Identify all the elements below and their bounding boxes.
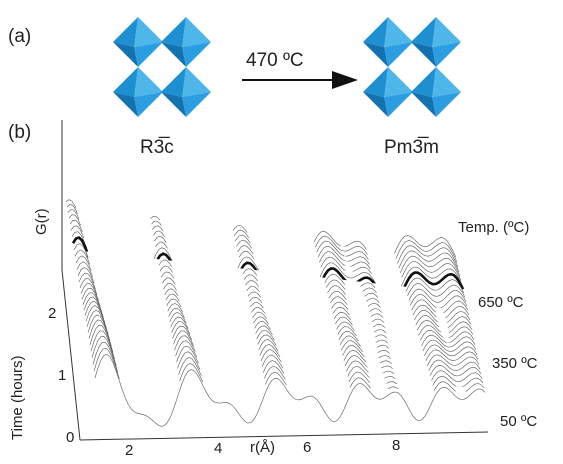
- octa-face: [384, 42, 413, 67]
- octa-face: [113, 67, 138, 97]
- time-axis: [61, 269, 81, 441]
- octa-face: [134, 92, 163, 117]
- axis-label: G(r): [33, 208, 50, 235]
- octa-face: [113, 92, 138, 117]
- octa-face: [161, 92, 186, 117]
- arrow-head: [332, 71, 358, 89]
- r-tick: 2: [125, 442, 133, 459]
- octa-face: [411, 17, 436, 47]
- time-tick: 2: [48, 305, 56, 322]
- temp-value: 50 ºC: [500, 413, 537, 430]
- octa-face: [363, 67, 388, 97]
- waterfall-curves: [65, 199, 486, 427]
- octa-face: [411, 92, 436, 117]
- octa-face: [384, 17, 413, 47]
- octa-face: [161, 67, 186, 97]
- octa-face: [134, 42, 163, 67]
- temp-value: 650 ºC: [478, 294, 524, 311]
- octa-face: [182, 92, 211, 117]
- octa-face: [432, 92, 461, 117]
- axis-label: Time (hours): [9, 356, 26, 440]
- transition-label: 470 ºC: [246, 50, 304, 71]
- octa-face: [432, 42, 461, 67]
- octa-face: [113, 42, 138, 67]
- panel-label: (b): [8, 122, 31, 143]
- r-tick: 6: [303, 439, 311, 456]
- time-tick: 0: [66, 429, 74, 446]
- octa-face: [384, 67, 413, 97]
- pdf-curve: [94, 353, 486, 427]
- octa-face: [161, 42, 186, 67]
- phase-label: Pm3̅m: [384, 137, 439, 158]
- r-tick: 8: [392, 437, 400, 454]
- octa-face: [384, 92, 413, 117]
- octa-face: [363, 17, 388, 47]
- temp-value: 350 ºC: [492, 355, 538, 372]
- octa-face: [161, 17, 186, 47]
- octa-face: [432, 67, 461, 97]
- axis-label: r(Å): [250, 439, 275, 456]
- octa-face: [182, 42, 211, 67]
- octa-face: [411, 67, 436, 97]
- r-tick: 4: [214, 440, 222, 457]
- r-axis: [79, 431, 489, 441]
- octahedra-right: [363, 17, 461, 117]
- panel-label: (a): [8, 26, 31, 47]
- temp-label: Temp. (ºC): [458, 219, 529, 236]
- octa-face: [134, 67, 163, 97]
- octa-face: [182, 67, 211, 97]
- octa-face: [363, 42, 388, 67]
- octa-face: [411, 42, 436, 67]
- octahedra-left: [113, 17, 211, 117]
- time-tick: 1: [58, 367, 66, 384]
- octa-face: [182, 17, 211, 47]
- octa-face: [134, 17, 163, 47]
- octa-face: [432, 17, 461, 47]
- octa-face: [363, 92, 388, 117]
- octa-face: [113, 17, 138, 47]
- phase-label: R3̅c: [140, 137, 174, 158]
